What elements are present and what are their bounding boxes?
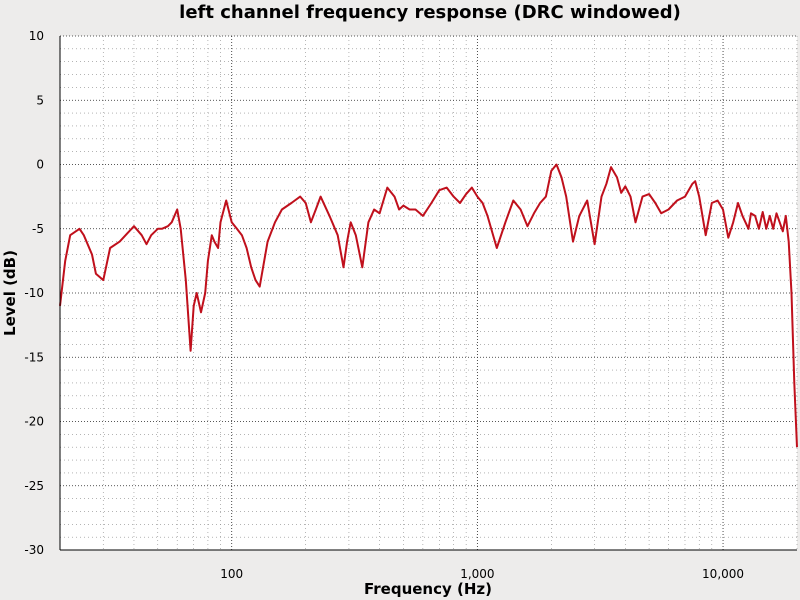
- x-tick-label: 10,000: [702, 567, 744, 581]
- y-tick-label: -25: [24, 479, 44, 493]
- x-tick-label: 100: [220, 567, 243, 581]
- y-tick-label: -10: [24, 286, 44, 300]
- plot-background: [60, 36, 797, 550]
- x-axis-label: Frequency (Hz): [364, 580, 492, 598]
- y-tick-label: -5: [32, 222, 44, 236]
- y-tick-label: -20: [24, 415, 44, 429]
- y-axis-label: Level (dB): [1, 250, 19, 336]
- y-tick-label: 10: [29, 29, 44, 43]
- x-tick-labels: 100 1,000 10,000: [220, 567, 744, 581]
- series-line-left-channel: [59, 163, 798, 448]
- y-tick-labels: -30 -25 -20 -15 -10 -5 0 5 10: [24, 29, 44, 557]
- y-tick-label: -15: [24, 350, 44, 364]
- chart-title: left channel frequency response (DRC win…: [179, 2, 681, 23]
- y-tick-label: -30: [24, 543, 44, 557]
- y-tick-label: 0: [36, 158, 44, 172]
- y-tick-label: 5: [36, 93, 44, 107]
- x-tick-label: 1,000: [460, 567, 494, 581]
